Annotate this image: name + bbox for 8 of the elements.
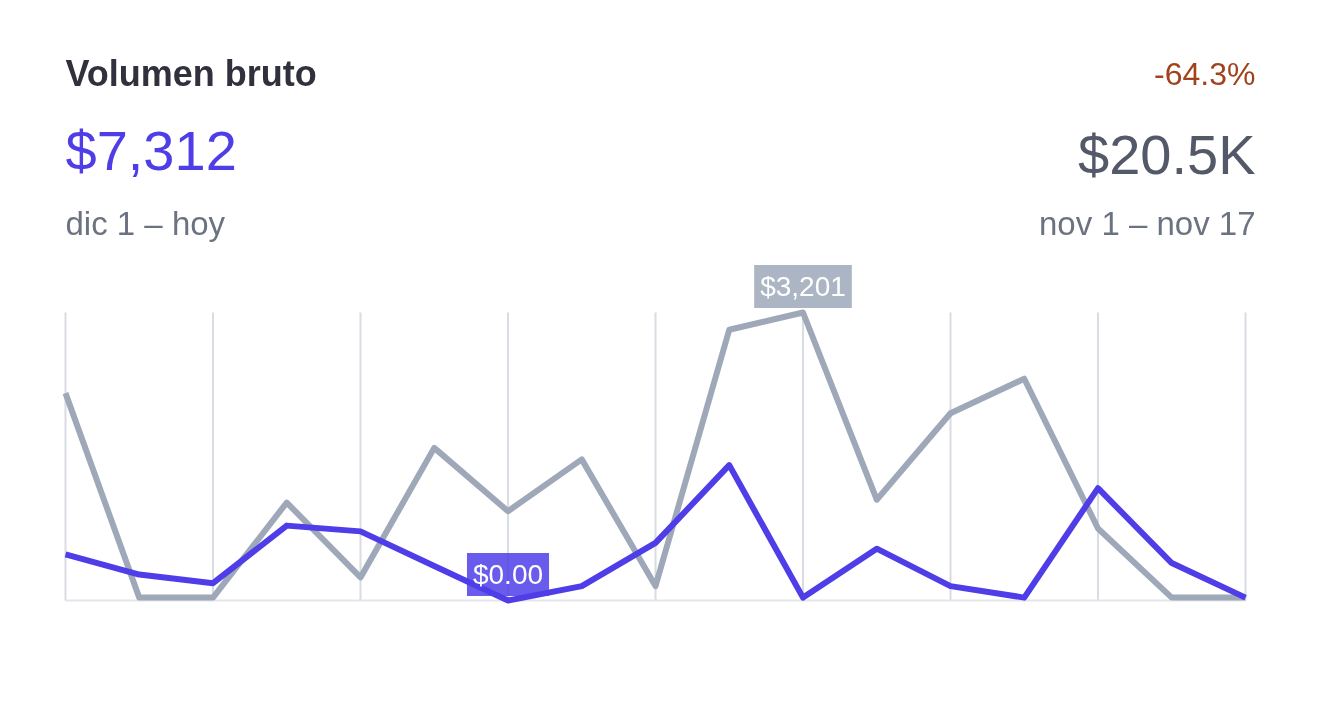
text: $20.5K	[1078, 123, 1256, 186]
chart-title: Volumen bruto	[65, 53, 317, 94]
text: -64.3%	[1154, 55, 1256, 92]
annotation: $0.00	[472, 559, 544, 591]
text: $7,312	[65, 119, 237, 182]
text: dic 1 – hoy	[65, 205, 226, 242]
annotation: $3,201	[760, 271, 846, 303]
text: nov 1 – nov 17	[1039, 205, 1256, 242]
